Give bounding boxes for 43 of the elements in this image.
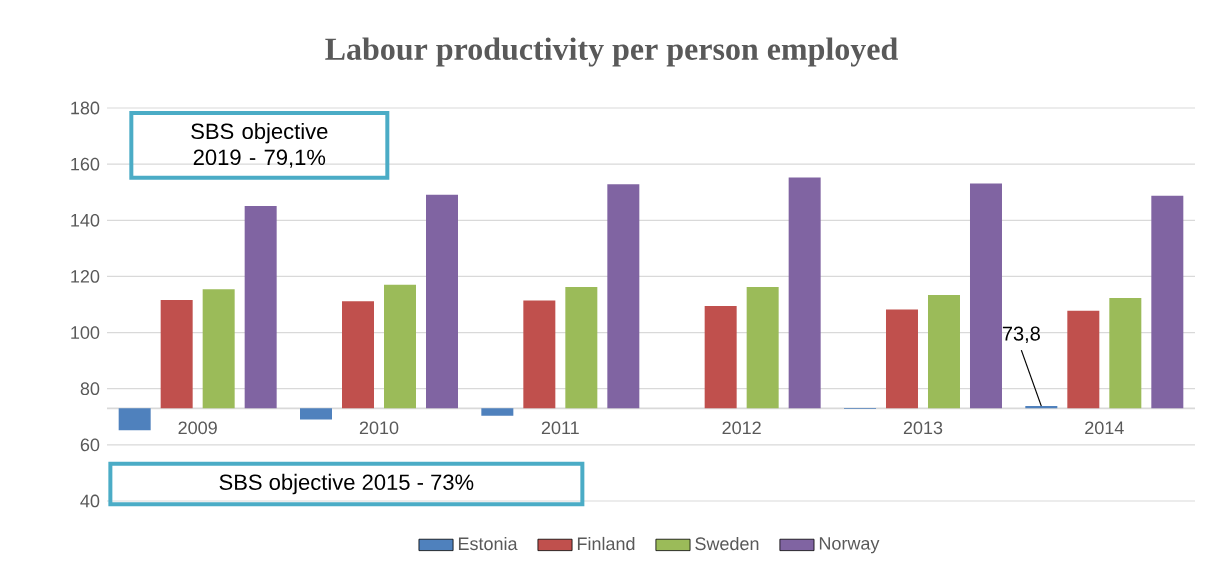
y-tick-label: 160 — [71, 157, 100, 171]
x-tick-label: 2014 — [1085, 421, 1124, 435]
bar — [1151, 195, 1184, 409]
y-tick-label: 100 — [71, 326, 100, 339]
y-tick-label: 120 — [71, 270, 100, 283]
x-tick-label: 2010 — [359, 421, 399, 435]
bar — [244, 205, 277, 409]
legend-label: Finland — [577, 536, 635, 551]
x-tick-label: 2009 — [178, 421, 217, 435]
y-tick-label: 60 — [80, 438, 100, 452]
y-tick-label: 180 — [71, 101, 100, 115]
bar — [160, 300, 193, 409]
chart-title: Labour productivity per person employed — [325, 37, 898, 67]
bar — [118, 408, 151, 431]
x-tick-label: 2012 — [722, 421, 761, 435]
bar — [1067, 310, 1100, 409]
bar — [426, 194, 458, 409]
bar — [788, 177, 821, 409]
bar — [523, 300, 556, 409]
bar — [565, 287, 598, 409]
y-tick-label: 140 — [71, 213, 100, 227]
annotation: SBS objective 2019 - 79,1% — [191, 122, 328, 168]
bar — [481, 408, 514, 416]
data-label: 73,8 — [1002, 326, 1040, 344]
bar — [300, 408, 332, 420]
y-tick-label: 80 — [80, 382, 100, 396]
bar — [607, 184, 640, 409]
bar — [342, 301, 374, 409]
legend-label: Estonia — [458, 536, 518, 551]
bar — [969, 183, 1002, 409]
bar — [885, 309, 918, 409]
bar — [927, 294, 960, 409]
bar — [746, 287, 779, 409]
bar — [384, 284, 416, 409]
bar — [1109, 298, 1142, 409]
y-tick-label: 40 — [80, 494, 100, 508]
x-tick-label: 2013 — [903, 421, 943, 435]
bar — [704, 305, 737, 409]
legend-label: Sweden — [695, 536, 759, 551]
annotation: SBS objective 2015 - 73% — [219, 473, 474, 495]
x-tick-label: 2011 — [541, 421, 579, 435]
legend-label: Norway — [819, 537, 880, 554]
bar — [202, 289, 235, 409]
